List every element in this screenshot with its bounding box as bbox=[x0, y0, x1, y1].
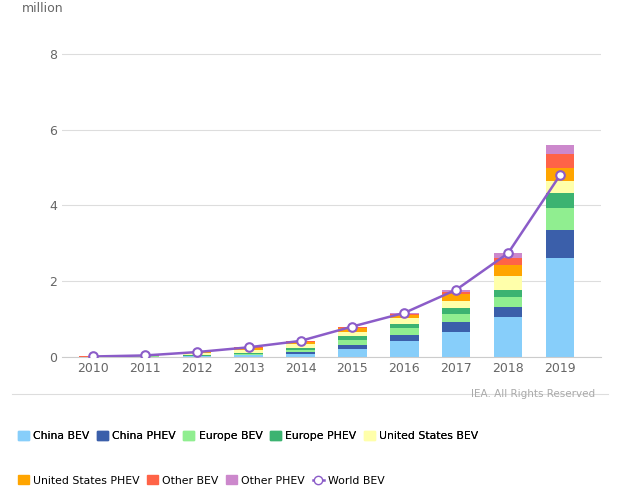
Bar bbox=[338, 340, 366, 345]
Bar bbox=[442, 301, 471, 308]
Point bbox=[555, 171, 565, 179]
Point bbox=[503, 249, 513, 257]
Bar bbox=[286, 342, 315, 344]
Bar bbox=[546, 145, 574, 154]
Point bbox=[244, 343, 254, 351]
Bar bbox=[442, 332, 471, 357]
Bar bbox=[546, 193, 574, 208]
Bar bbox=[494, 265, 522, 276]
Bar bbox=[442, 292, 471, 294]
Bar bbox=[286, 352, 315, 354]
Bar bbox=[494, 258, 522, 265]
Bar bbox=[494, 297, 522, 307]
Bar bbox=[338, 332, 366, 336]
Bar bbox=[494, 307, 522, 317]
Bar bbox=[182, 354, 211, 356]
Point bbox=[399, 309, 409, 317]
Bar bbox=[546, 208, 574, 230]
Bar bbox=[286, 349, 315, 350]
Bar bbox=[442, 314, 471, 322]
Bar bbox=[338, 345, 366, 349]
Legend: China BEV, China PHEV, Europe BEV, Europe PHEV, United States BEV: China BEV, China PHEV, Europe BEV, Europ… bbox=[18, 431, 479, 441]
Bar bbox=[390, 335, 419, 341]
Bar bbox=[546, 169, 574, 181]
Bar bbox=[546, 154, 574, 169]
Bar bbox=[390, 341, 419, 357]
Point bbox=[192, 348, 202, 356]
Bar bbox=[338, 327, 366, 328]
Bar bbox=[390, 324, 419, 328]
Text: IEA. All Rights Reserved: IEA. All Rights Reserved bbox=[471, 389, 595, 399]
Point bbox=[347, 322, 357, 330]
Bar bbox=[234, 350, 263, 354]
Bar bbox=[442, 308, 471, 314]
Legend: United States PHEV, Other BEV, Other PHEV, World BEV: United States PHEV, Other BEV, Other PHE… bbox=[18, 475, 385, 486]
Bar bbox=[494, 317, 522, 357]
Bar bbox=[338, 336, 366, 340]
Bar bbox=[442, 322, 471, 332]
Bar bbox=[546, 230, 574, 258]
Bar bbox=[442, 294, 471, 301]
Bar bbox=[546, 258, 574, 357]
Bar bbox=[286, 354, 315, 357]
Bar bbox=[338, 326, 366, 327]
Bar bbox=[546, 181, 574, 193]
Bar bbox=[182, 356, 211, 357]
Point bbox=[451, 286, 461, 294]
Bar bbox=[286, 344, 315, 349]
Bar bbox=[234, 348, 263, 350]
Bar bbox=[234, 355, 263, 357]
Point bbox=[88, 353, 98, 361]
Bar bbox=[390, 314, 419, 315]
Bar bbox=[182, 352, 211, 354]
Bar bbox=[390, 318, 419, 324]
Point bbox=[140, 352, 150, 360]
Bar bbox=[390, 313, 419, 314]
Point bbox=[296, 337, 306, 345]
Bar bbox=[286, 350, 315, 352]
Bar bbox=[338, 328, 366, 332]
Bar bbox=[338, 349, 366, 357]
Text: million: million bbox=[22, 2, 63, 15]
Bar bbox=[494, 290, 522, 297]
Bar bbox=[390, 328, 419, 335]
Bar bbox=[390, 315, 419, 318]
Bar bbox=[442, 290, 471, 292]
Bar bbox=[494, 253, 522, 258]
Bar bbox=[234, 354, 263, 355]
Bar bbox=[494, 276, 522, 290]
